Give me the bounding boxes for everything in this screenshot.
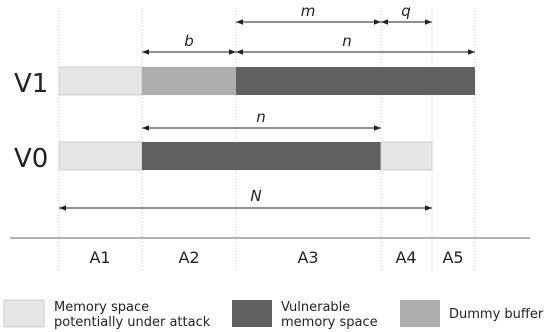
- legend-label-dummy-buffer: Dummy buffer: [449, 307, 544, 322]
- legend-label-attack-line1: Memory space: [54, 300, 149, 315]
- v1-segment-attack-space: [58, 66, 143, 96]
- guide-lines: [58, 8, 476, 270]
- dimension-N-label: N: [250, 187, 261, 205]
- v0-segment-vulnerable: [142, 142, 381, 170]
- v1-segment-vulnerable: [236, 67, 475, 95]
- dimension-m-label: m: [301, 2, 316, 20]
- v0-segment-attack-space-right: [380, 141, 433, 171]
- row-label-v0: V0: [14, 144, 48, 174]
- v0-segment-attack-space-left: [58, 141, 143, 171]
- region-label-a5: A5: [442, 248, 463, 267]
- region-label-a3: A3: [297, 248, 318, 267]
- region-label-a2: A2: [178, 248, 199, 267]
- legend-label-attack-line2: potentially under attack: [54, 315, 211, 330]
- v1-segment-dummy-buffer: [142, 67, 236, 95]
- region-label-a4: A4: [395, 248, 416, 267]
- legend-swatch-attack-space: [3, 299, 45, 328]
- row-v0: [58, 141, 433, 171]
- legend: Memory space potentially under attack Vu…: [3, 299, 544, 330]
- dimension-b-label: b: [184, 32, 194, 50]
- dimension-n-mid-label: n: [256, 108, 266, 126]
- legend-swatch-vulnerable: [232, 300, 272, 327]
- legend-swatch-dummy-buffer: [400, 300, 440, 327]
- row-label-v1: V1: [14, 69, 48, 99]
- dimension-q-label: q: [401, 2, 411, 20]
- legend-label-vulnerable-line2: memory space: [281, 315, 378, 330]
- region-label-a1: A1: [89, 248, 110, 267]
- dimension-n-top-label: n: [342, 32, 352, 50]
- legend-label-vulnerable-line1: Vulnerable: [281, 300, 350, 315]
- row-v1: [58, 66, 475, 96]
